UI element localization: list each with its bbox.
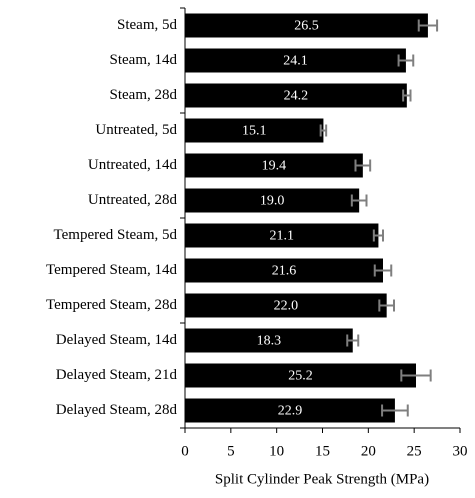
error-bar: [402, 89, 412, 102]
value-label: 26.5: [294, 19, 319, 34]
y-tick-label: Untreated, 14d: [88, 157, 178, 173]
error-bar: [354, 159, 372, 172]
value-label: 21.6: [272, 264, 297, 279]
x-tick-label: 5: [227, 443, 235, 459]
bar: [185, 398, 395, 423]
x-tick-label: 25: [407, 443, 422, 459]
error-bar: [373, 264, 393, 277]
bar: [185, 83, 407, 108]
bar: [185, 223, 379, 248]
value-label: 15.1: [242, 124, 267, 139]
y-tick-label: Delayed Steam, 21d: [56, 367, 178, 383]
value-label: 22.0: [274, 299, 299, 314]
value-label: 22.9: [278, 404, 303, 419]
x-tick-label: 30: [453, 443, 468, 459]
y-tick-label: Tempered Steam, 28d: [46, 297, 177, 313]
x-tick-label: 10: [269, 443, 284, 459]
bar: [185, 258, 383, 283]
value-label: 21.1: [269, 229, 294, 244]
error-bar: [319, 124, 328, 137]
y-tick-label: Steam, 14d: [110, 52, 178, 68]
x-axis-label: Split Cylinder Peak Strength (MPa): [215, 471, 429, 487]
error-bar: [346, 334, 360, 347]
value-label: 25.2: [288, 369, 313, 384]
x-tick-label: 15: [315, 443, 330, 459]
value-label: 19.4: [262, 159, 287, 174]
y-tick-label: Tempered Steam, 14d: [46, 262, 177, 278]
error-bar: [350, 194, 368, 207]
y-tick-label: Steam, 28d: [110, 87, 178, 103]
x-tick-label: 20: [361, 443, 376, 459]
bar: [185, 48, 406, 73]
bar: [185, 328, 353, 353]
bar: [185, 153, 363, 178]
error-bar: [417, 19, 439, 32]
value-label: 24.2: [284, 89, 309, 104]
value-label: 19.0: [260, 194, 285, 209]
bar: [185, 188, 360, 213]
error-bar: [400, 369, 432, 382]
error-bar: [381, 404, 409, 417]
error-bar: [378, 299, 395, 312]
y-tick-label: Untreated, 28d: [88, 192, 178, 208]
bar: [185, 13, 428, 38]
value-label: 18.3: [257, 334, 282, 349]
bar: [185, 363, 416, 388]
y-tick-label: Untreated, 5d: [95, 122, 177, 138]
y-tick-label: Delayed Steam, 28d: [56, 402, 178, 418]
y-tick-label: Delayed Steam, 14d: [56, 332, 178, 348]
bar: [185, 118, 324, 143]
x-tick-label: 0: [181, 443, 189, 459]
y-tick-label: Tempered Steam, 5d: [54, 227, 178, 243]
bar: [185, 293, 387, 318]
error-bar: [372, 229, 384, 242]
y-tick-label: Steam, 5d: [117, 17, 177, 33]
error-bar: [397, 54, 415, 67]
value-label: 24.1: [283, 54, 308, 69]
